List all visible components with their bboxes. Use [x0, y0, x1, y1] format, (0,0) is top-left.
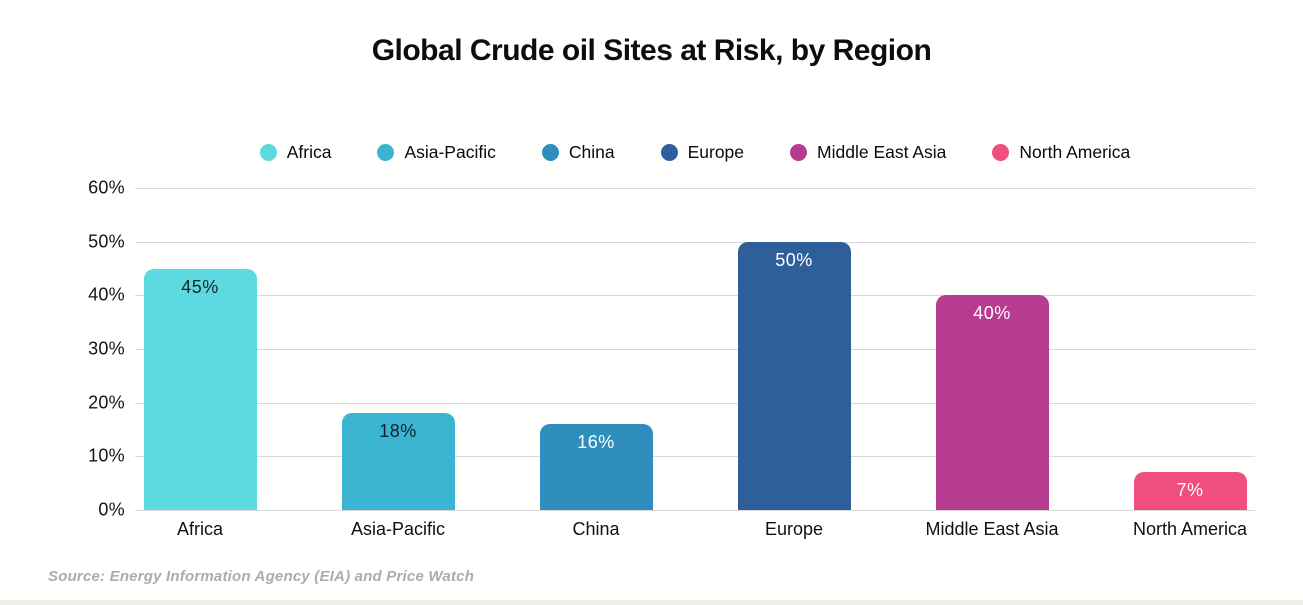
legend-label: Asia-Pacific — [404, 142, 496, 162]
legend-label: Africa — [286, 142, 332, 162]
legend-item-middle-east-asia: Middle East Asia — [790, 142, 946, 163]
y-tick-label-40: 40% — [88, 284, 125, 305]
x-axis-label-europe: Europe — [764, 519, 824, 539]
bar-value-label-china: 16% — [577, 432, 615, 453]
bar-value-label-europe: 50% — [775, 249, 813, 270]
legend-swatch-icon — [992, 144, 1010, 161]
gridline-50 — [135, 241, 1255, 243]
gridline-30 — [135, 349, 1255, 350]
legend-item-africa: Africa — [259, 142, 332, 163]
bar-middle-east-asia: 40% — [935, 295, 1049, 510]
legend-label: Europe — [687, 142, 745, 162]
y-tick-label-60: 60% — [88, 177, 125, 198]
x-axis-label-china: China — [572, 519, 620, 539]
legend-swatch-icon — [790, 144, 808, 161]
legend-label: China — [568, 142, 615, 162]
bar-asia-pacific: 18% — [341, 413, 455, 510]
gridline-20 — [135, 402, 1255, 404]
chart-title: Global Crude oil Sites at Risk, by Regio… — [371, 34, 932, 67]
gridline-40 — [135, 295, 1255, 297]
x-axis-label-africa: Africa — [176, 519, 223, 539]
y-tick-label-30: 30% — [88, 338, 125, 359]
legend-label: Middle East Asia — [817, 142, 947, 162]
bar-europe: 50% — [737, 241, 851, 510]
gridline-0 — [135, 510, 1255, 511]
bottom-strip — [0, 600, 1303, 605]
source-note: Source: Energy Information Agency (EIA) … — [48, 568, 475, 585]
bar-value-label-middle-east-asia: 40% — [973, 303, 1011, 324]
x-axis-label-asia-pacific: Asia-Pacific — [350, 519, 446, 539]
legend-item-asia-pacific: Asia-Pacific — [377, 142, 496, 163]
gridline-60 — [135, 188, 1255, 189]
legend-item-china: China — [541, 142, 615, 163]
legend-swatch-icon — [259, 144, 277, 161]
y-tick-label-50: 50% — [88, 231, 125, 252]
legend-swatch-icon — [541, 144, 559, 161]
x-axis-label-middle-east-asia: Middle East Asia — [925, 519, 1059, 539]
y-tick-label-20: 20% — [88, 392, 125, 413]
x-axis-label-north-america: North America — [1132, 519, 1248, 539]
chart-legend: Africa Asia-Pacific China Europe Middle East… — [135, 142, 1255, 163]
bar-value-label-asia-pacific: 18% — [379, 421, 417, 442]
y-tick-label-10: 10% — [88, 445, 125, 466]
bar-value-label-africa: 45% — [181, 276, 219, 297]
legend-item-north-america: North America — [992, 142, 1130, 163]
legend-item-europe: Europe — [660, 142, 745, 163]
bar-africa: 45% — [143, 268, 257, 510]
legend-label: North America — [1019, 142, 1131, 162]
bar-north-america: 7% — [1133, 472, 1247, 510]
gridline-10 — [135, 456, 1255, 458]
y-tick-label-0: 0% — [98, 499, 125, 520]
legend-swatch-icon — [377, 144, 395, 161]
legend-swatch-icon — [660, 144, 678, 161]
bar-china: 16% — [539, 424, 653, 510]
bar-value-label-north-america: 7% — [1176, 480, 1204, 501]
